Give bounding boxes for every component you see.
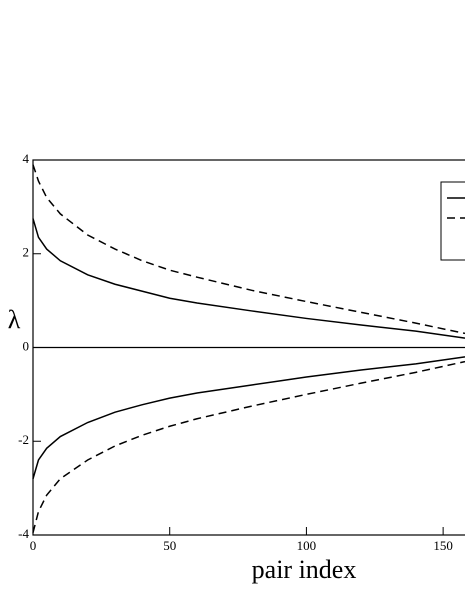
x-axis-label: pair index — [252, 555, 357, 584]
series-line — [32, 218, 465, 339]
y-axis-label: λ — [8, 305, 21, 334]
x-tick-label: 150 — [433, 538, 453, 553]
legend-box — [440, 181, 465, 261]
y-tick-label: 4 — [23, 151, 30, 166]
series-line — [32, 164, 465, 335]
series-line — [32, 360, 465, 533]
x-tick-label: 50 — [163, 538, 176, 553]
x-tick-label: 100 — [297, 538, 317, 553]
y-tick-label: -4 — [18, 526, 29, 541]
y-tick-label: -2 — [18, 432, 29, 447]
series-line — [32, 356, 465, 479]
x-tick-label: 0 — [30, 538, 37, 553]
y-tick-label: 2 — [23, 245, 30, 260]
y-tick-label: 0 — [23, 338, 30, 353]
